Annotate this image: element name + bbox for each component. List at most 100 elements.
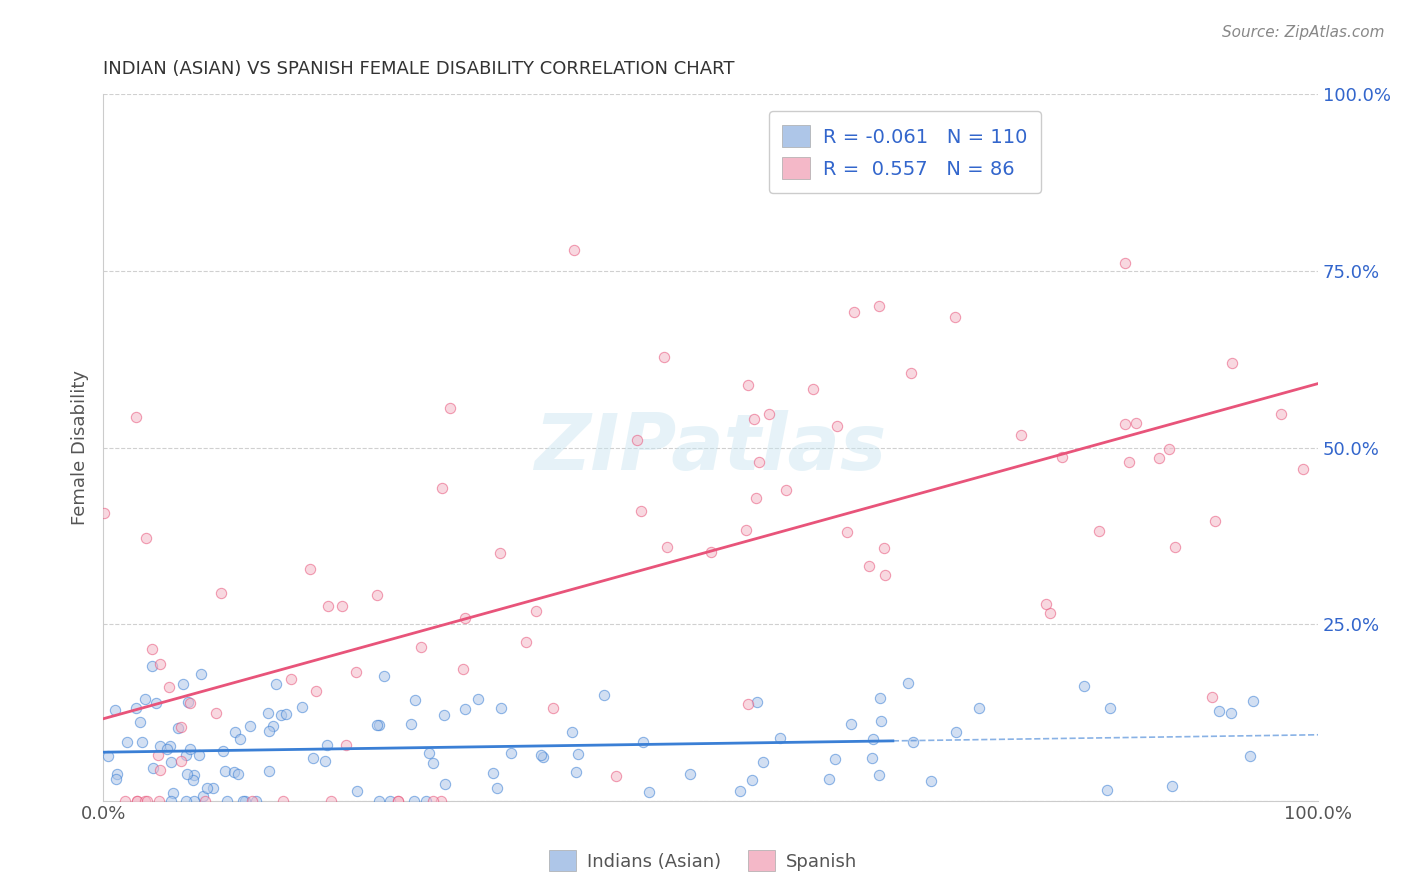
- Point: [860, 750, 883, 764]
- Point: [562, 243, 585, 257]
- Point: [451, 662, 474, 676]
- Point: [626, 433, 648, 447]
- Point: [1208, 704, 1230, 718]
- Point: [737, 697, 759, 711]
- Point: [172, 677, 194, 691]
- Point: [105, 772, 128, 786]
- Text: ZIPatlas: ZIPatlas: [534, 409, 887, 485]
- Point: [270, 707, 292, 722]
- Point: [344, 665, 367, 679]
- Point: [232, 794, 254, 808]
- Point: [387, 794, 409, 808]
- Point: [134, 691, 156, 706]
- Point: [201, 781, 224, 796]
- Point: [1164, 540, 1187, 554]
- Point: [745, 491, 768, 506]
- Point: [1270, 407, 1292, 421]
- Point: [1291, 461, 1313, 475]
- Point: [233, 794, 256, 808]
- Point: [429, 794, 451, 808]
- Point: [346, 784, 368, 798]
- Point: [1098, 701, 1121, 715]
- Point: [191, 789, 214, 803]
- Point: [900, 367, 922, 381]
- Point: [430, 482, 453, 496]
- Text: INDIAN (ASIAN) VS SPANISH FEMALE DISABILITY CORRELATION CHART: INDIAN (ASIAN) VS SPANISH FEMALE DISABIL…: [103, 60, 734, 78]
- Point: [183, 794, 205, 808]
- Point: [801, 382, 824, 396]
- Point: [404, 693, 426, 707]
- Point: [858, 558, 880, 573]
- Point: [605, 769, 627, 783]
- Point: [177, 695, 200, 709]
- Point: [148, 794, 170, 808]
- Point: [1073, 679, 1095, 693]
- Point: [135, 531, 157, 545]
- Point: [183, 768, 205, 782]
- Point: [366, 718, 388, 732]
- Point: [1161, 779, 1184, 793]
- Point: [125, 794, 148, 808]
- Point: [1035, 597, 1057, 611]
- Point: [700, 544, 723, 558]
- Point: [1241, 694, 1264, 708]
- Point: [97, 749, 120, 764]
- Point: [945, 725, 967, 739]
- Point: [181, 773, 204, 788]
- Point: [274, 706, 297, 721]
- Point: [290, 699, 312, 714]
- Point: [127, 794, 149, 808]
- Point: [224, 764, 246, 779]
- Point: [652, 351, 675, 365]
- Point: [870, 714, 893, 729]
- Point: [239, 718, 262, 732]
- Point: [387, 794, 409, 808]
- Point: [169, 720, 191, 734]
- Point: [630, 504, 652, 518]
- Point: [145, 697, 167, 711]
- Point: [93, 506, 115, 520]
- Point: [818, 772, 841, 786]
- Point: [245, 794, 267, 808]
- Point: [775, 483, 797, 497]
- Point: [316, 738, 339, 752]
- Point: [226, 767, 249, 781]
- Point: [758, 407, 780, 421]
- Point: [134, 794, 156, 808]
- Point: [299, 562, 322, 576]
- Point: [194, 794, 217, 808]
- Point: [141, 641, 163, 656]
- Point: [187, 747, 209, 762]
- Point: [751, 755, 773, 769]
- Point: [129, 715, 152, 730]
- Point: [869, 691, 891, 706]
- Point: [105, 767, 128, 781]
- Point: [825, 418, 848, 433]
- Point: [734, 523, 756, 537]
- Point: [316, 599, 339, 613]
- Point: [160, 794, 183, 808]
- Legend: R = -0.061   N = 110, R =  0.557   N = 86: R = -0.061 N = 110, R = 0.557 N = 86: [769, 112, 1040, 193]
- Point: [499, 746, 522, 760]
- Point: [257, 706, 280, 720]
- Point: [179, 697, 201, 711]
- Point: [593, 689, 616, 703]
- Point: [868, 768, 890, 782]
- Point: [224, 725, 246, 739]
- Point: [920, 773, 942, 788]
- Point: [146, 748, 169, 763]
- Point: [1219, 706, 1241, 721]
- Point: [454, 611, 477, 625]
- Point: [174, 794, 197, 808]
- Point: [1095, 782, 1118, 797]
- Point: [524, 604, 547, 618]
- Point: [901, 734, 924, 748]
- Point: [655, 541, 678, 555]
- Point: [839, 717, 862, 731]
- Point: [159, 739, 181, 753]
- Point: [1220, 356, 1243, 370]
- Point: [1114, 256, 1136, 270]
- Point: [638, 784, 661, 798]
- Legend: Indians (Asian), Spanish: Indians (Asian), Spanish: [541, 843, 865, 879]
- Point: [489, 546, 512, 560]
